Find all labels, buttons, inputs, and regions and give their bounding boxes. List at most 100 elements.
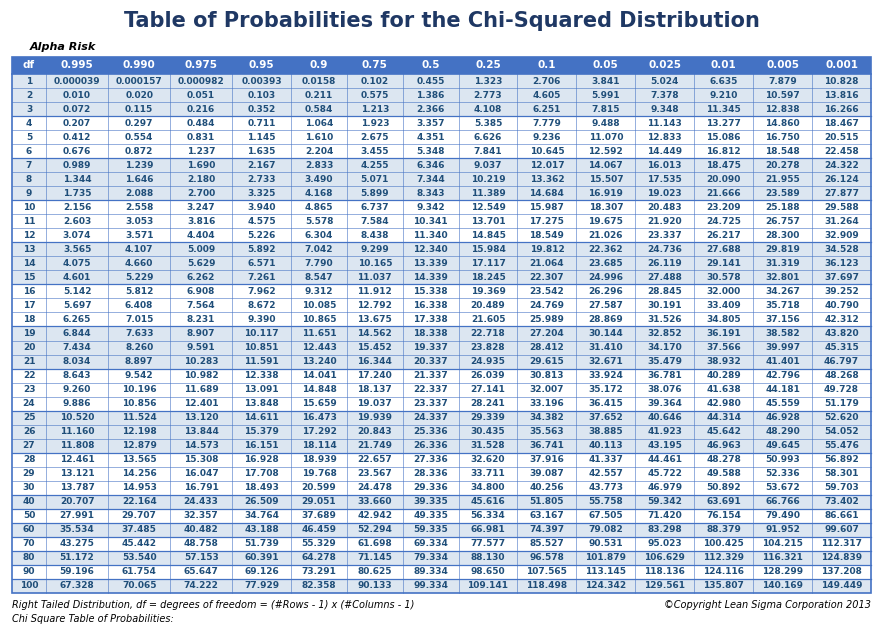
Text: 49.588: 49.588 (706, 469, 741, 478)
Text: 118.498: 118.498 (526, 581, 568, 590)
Text: 10.196: 10.196 (122, 385, 156, 394)
Text: 50.892: 50.892 (706, 484, 741, 493)
Text: 70: 70 (23, 539, 35, 548)
Text: 13.787: 13.787 (60, 484, 94, 493)
Text: 12.338: 12.338 (245, 371, 279, 380)
Text: 14.845: 14.845 (471, 231, 505, 240)
Text: 21.605: 21.605 (471, 315, 505, 324)
Text: 26.757: 26.757 (766, 217, 800, 226)
Text: 10.165: 10.165 (358, 259, 392, 268)
Text: 23.542: 23.542 (530, 287, 564, 296)
Text: 6.262: 6.262 (187, 273, 215, 282)
Text: 45.722: 45.722 (647, 469, 683, 478)
Text: 44.181: 44.181 (766, 385, 800, 394)
Text: 0.989: 0.989 (63, 161, 91, 170)
Text: 3.325: 3.325 (247, 189, 275, 198)
Text: 29.141: 29.141 (706, 259, 741, 268)
Text: 13.339: 13.339 (413, 259, 448, 268)
Text: 52.294: 52.294 (358, 525, 392, 534)
Text: 0.25: 0.25 (475, 60, 501, 71)
Text: 109.141: 109.141 (467, 581, 509, 590)
Text: 18.137: 18.137 (358, 385, 392, 394)
Text: 26.039: 26.039 (471, 371, 505, 380)
Text: 49.728: 49.728 (824, 385, 859, 394)
Text: 20.843: 20.843 (358, 427, 392, 436)
Text: 67.505: 67.505 (589, 511, 623, 520)
Text: 7.633: 7.633 (125, 329, 154, 338)
Text: 14.953: 14.953 (122, 484, 156, 493)
Text: 2: 2 (26, 91, 32, 100)
Text: 73.402: 73.402 (824, 497, 859, 506)
Text: 22.307: 22.307 (530, 273, 564, 282)
Text: 27: 27 (23, 441, 35, 450)
Text: 3.053: 3.053 (125, 217, 154, 226)
Text: 27.991: 27.991 (60, 511, 94, 520)
Text: 6.346: 6.346 (417, 161, 445, 170)
Text: 0.001: 0.001 (825, 60, 858, 71)
Text: 66.766: 66.766 (766, 497, 800, 506)
Text: 9.236: 9.236 (532, 132, 562, 141)
Text: 28.336: 28.336 (413, 469, 448, 478)
Text: 77.577: 77.577 (471, 539, 506, 548)
Text: 35.534: 35.534 (60, 525, 94, 534)
Text: 1.635: 1.635 (247, 147, 275, 156)
Text: 10.520: 10.520 (60, 413, 94, 422)
Text: 36.123: 36.123 (824, 259, 859, 268)
Text: 5.812: 5.812 (125, 287, 154, 296)
Text: 11.689: 11.689 (184, 385, 218, 394)
Text: 32.000: 32.000 (706, 287, 741, 296)
Text: 4.255: 4.255 (360, 161, 389, 170)
Text: 7.015: 7.015 (125, 315, 154, 324)
Text: 21.337: 21.337 (413, 371, 448, 380)
Text: 32.852: 32.852 (647, 329, 682, 338)
Text: 10.851: 10.851 (245, 343, 279, 352)
Text: 6.571: 6.571 (247, 259, 275, 268)
Text: 14.684: 14.684 (530, 189, 564, 198)
Text: 12.198: 12.198 (122, 427, 156, 436)
Text: 5.578: 5.578 (305, 217, 333, 226)
Bar (12, 579, 871, 593)
Bar (12, 523, 871, 537)
Text: 10.085: 10.085 (302, 301, 336, 310)
Text: 23.337: 23.337 (647, 231, 683, 240)
Text: 4.108: 4.108 (474, 105, 502, 114)
Text: 3.074: 3.074 (63, 231, 91, 240)
Text: 66.981: 66.981 (471, 525, 505, 534)
Text: 21.666: 21.666 (706, 189, 741, 198)
Text: 21: 21 (23, 357, 35, 366)
Text: 80.625: 80.625 (358, 568, 392, 577)
Text: 2.700: 2.700 (187, 189, 215, 198)
Text: 20.599: 20.599 (302, 484, 336, 493)
Text: 30.813: 30.813 (530, 371, 564, 380)
Text: 24.322: 24.322 (824, 161, 859, 170)
Text: 7.584: 7.584 (360, 217, 389, 226)
Text: 22.362: 22.362 (589, 245, 623, 254)
Text: 52.620: 52.620 (825, 413, 859, 422)
Text: 58.301: 58.301 (825, 469, 859, 478)
Text: 11.070: 11.070 (589, 132, 623, 141)
Text: 4.075: 4.075 (63, 259, 91, 268)
Text: 12.017: 12.017 (530, 161, 564, 170)
Text: 30: 30 (23, 484, 35, 493)
Text: 34.382: 34.382 (530, 413, 564, 422)
Text: 1.690: 1.690 (187, 161, 215, 170)
Text: 5.071: 5.071 (360, 175, 389, 184)
Text: 7.779: 7.779 (532, 118, 562, 127)
Text: 16.791: 16.791 (184, 484, 219, 493)
Text: 48.290: 48.290 (766, 427, 800, 436)
Text: 20.489: 20.489 (471, 301, 505, 310)
Text: Chi Square Table of Probabilities:: Chi Square Table of Probabilities: (12, 614, 174, 624)
Text: 6.908: 6.908 (187, 287, 215, 296)
Bar (12, 172, 871, 186)
Text: 46.797: 46.797 (824, 357, 859, 366)
Text: 71.420: 71.420 (647, 511, 683, 520)
Text: 1.610: 1.610 (305, 132, 333, 141)
Bar (12, 565, 871, 579)
Text: 15: 15 (23, 273, 35, 282)
Text: 9.342: 9.342 (416, 203, 445, 212)
Text: 23.337: 23.337 (413, 399, 448, 408)
Text: 23.685: 23.685 (589, 259, 623, 268)
Text: 17.292: 17.292 (302, 427, 336, 436)
Text: 15.987: 15.987 (530, 203, 564, 212)
Text: 17.240: 17.240 (358, 371, 392, 380)
